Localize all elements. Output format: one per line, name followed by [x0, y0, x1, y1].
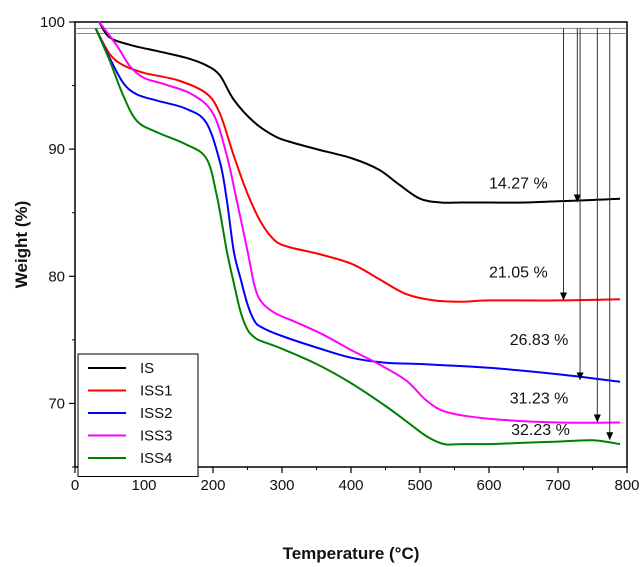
- legend-label-is: IS: [140, 360, 154, 377]
- x-tick-label: 0: [71, 477, 79, 494]
- legend-label-iss1: ISS1: [140, 383, 173, 400]
- x-tick-label: 600: [476, 477, 501, 494]
- y-tick-label: 70: [48, 395, 65, 412]
- series-line-iss3: [98, 21, 621, 424]
- series-line-iss4: [94, 28, 621, 446]
- annotation-label: 14.27 %: [489, 176, 548, 193]
- plot-area: 14.27 % 21.05 % 26.83 % 31.23 % 32.23 %: [74, 21, 628, 468]
- y-tick-label: 90: [48, 141, 65, 158]
- x-tick-label: 500: [407, 477, 432, 494]
- series-line-iss1: [94, 27, 621, 303]
- legend-box: [77, 353, 199, 477]
- x-tick-label: 100: [131, 477, 156, 494]
- x-axis-title: Temperature (°C): [283, 544, 420, 563]
- y-tick-label: 100: [40, 14, 65, 31]
- legend-label-iss3: ISS3: [140, 428, 173, 445]
- annotation-arrowhead: [573, 194, 581, 203]
- annotation-arrowhead: [576, 372, 584, 381]
- annotation-label: 31.23 %: [510, 390, 569, 407]
- y-tick-label: 80: [48, 268, 65, 285]
- legend: IS ISS1 ISS2 ISS3 ISS4: [77, 353, 199, 477]
- legend-label-iss4: ISS4: [140, 450, 173, 467]
- y-axis-title: Weight (%): [12, 201, 31, 289]
- x-tick-label: 800: [614, 477, 639, 494]
- x-tick-label: 200: [200, 477, 225, 494]
- y-axis-ticks: 70 80 90 100: [40, 14, 75, 468]
- legend-label-iss2: ISS2: [140, 405, 173, 422]
- annotation-label: 21.05 %: [489, 265, 548, 282]
- series-line-iss2: [94, 27, 621, 383]
- annotation-arrowhead: [560, 292, 568, 301]
- x-tick-label: 300: [269, 477, 294, 494]
- x-tick-label: 400: [338, 477, 363, 494]
- annotation-label: 32.23 %: [511, 422, 570, 439]
- x-axis-ticks: 0 100 200 300 400 500 600 700 800: [71, 467, 640, 494]
- x-tick-label: 700: [545, 477, 570, 494]
- annotation-arrowhead: [593, 414, 601, 423]
- series-line-is: [98, 21, 621, 204]
- annotation-arrowhead: [606, 432, 614, 441]
- annotation-label: 26.83 %: [510, 332, 569, 349]
